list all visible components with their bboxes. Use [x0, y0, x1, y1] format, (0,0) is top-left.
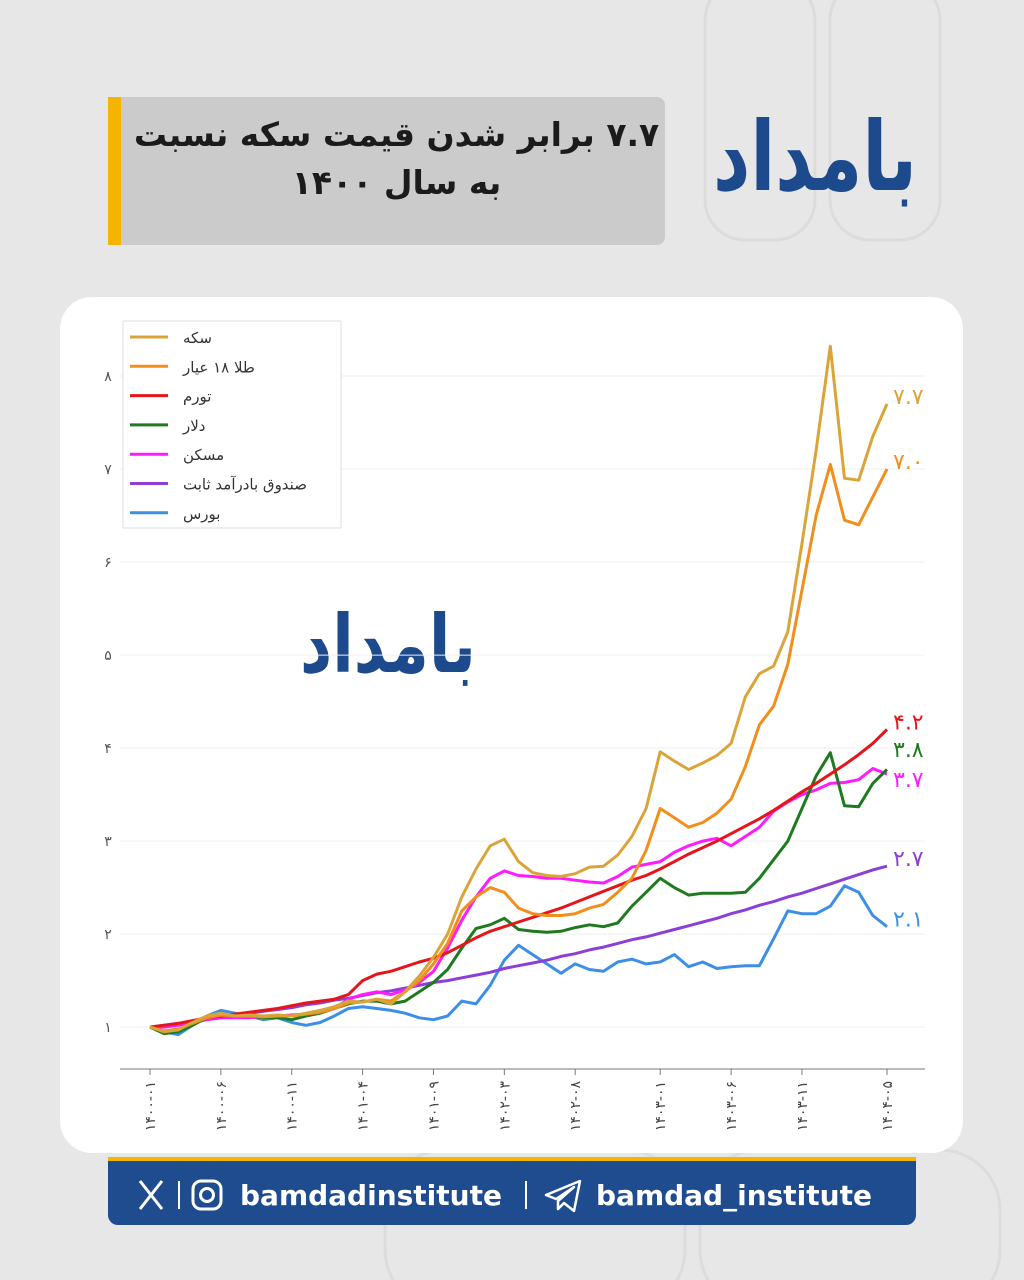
series-line [149, 344, 889, 1034]
data-label: ۳.۷ [893, 768, 924, 793]
x-tick-label: ۱۴۰۳-۰۱ [653, 1081, 669, 1131]
legend: سکه طلا ۱۸ عیار تورم دلار مسکن صندوق بادرآمد … [122, 320, 342, 529]
title-line: به سال ۱۴۰۰ [291, 163, 502, 202]
series-line [149, 728, 889, 1029]
y-tick-label: ۲ [104, 927, 112, 943]
legend-label: دلار [182, 417, 205, 435]
telegram-icon [544, 1179, 582, 1213]
title-accent [108, 97, 121, 245]
legend-label: تورم [183, 388, 211, 406]
footer-content: bamdadinstitute bamdad_institute [138, 1179, 872, 1213]
y-tick-label: ۷ [104, 462, 112, 478]
x-tick-label: ۱۴۰۱-۰۹ [426, 1081, 442, 1131]
watermark: بامداد [300, 598, 476, 691]
telegram-handle: bamdad_institute [596, 1179, 872, 1212]
chart-card: بامداد ۱ ۲ ۳ ۴ ۵ ۶ ۷ ۸ ۱۴۰۰-۰۱ ۱۴۰۰-۰۶ ۱۴۰۰-۱۱ ۱۴۰۱… [60, 297, 963, 1153]
instagram-handle: bamdadinstitute [240, 1179, 502, 1212]
x-tick-label: ۱۴۰۳-۱۱ [795, 1081, 811, 1131]
x-tick-label: ۱۴۰۲-۰۳ [497, 1081, 513, 1132]
x-tick-label: ۱۴۰۰-۰۱ [143, 1081, 159, 1131]
series-line [149, 751, 889, 1036]
y-tick-label: ۶ [104, 555, 112, 571]
footer: bamdadinstitute bamdad_institute [108, 1157, 916, 1225]
data-label: ۷.۷ [893, 385, 924, 410]
x-tick-label: ۱۴۰۰-۰۶ [214, 1081, 230, 1131]
legend-label: طلا ۱۸ عیار [182, 358, 255, 376]
x-tick-label: ۱۴۰۱-۰۴ [356, 1081, 372, 1131]
y-tick-label: ۵ [104, 648, 112, 664]
x-tick-label: ۱۴۰۳-۰۶ [724, 1081, 740, 1131]
legend-label: صندوق بادرآمد ثابت [183, 476, 307, 494]
x-icon [138, 1180, 164, 1210]
x-tick-label: ۱۴۰۴-۰۵ [880, 1081, 896, 1131]
y-tick-label: ۳ [104, 834, 112, 850]
data-label: ۴.۲ [893, 710, 924, 735]
logo-text: بامداد [713, 101, 917, 213]
legend-label: بورس [183, 505, 220, 523]
x-tick-label: ۱۴۰۲-۰۸ [568, 1081, 584, 1132]
title-line: ۷.۷ برابر شدن قیمت سکه نسبت [133, 115, 660, 154]
legend-label: سکه [183, 329, 212, 347]
chart: بامداد ۱ ۲ ۳ ۴ ۵ ۶ ۷ ۸ ۱۴۰۰-۰۱ ۱۴۰۰-۰۶ ۱۴۰۰-۱۱ ۱۴۰۱… [104, 320, 925, 1132]
y-tick-label: ۱ [104, 1020, 112, 1036]
logo: بامداد [713, 101, 917, 213]
data-label: ۲.۱ [893, 908, 924, 933]
data-label: ۳.۸ [893, 738, 924, 763]
legend-label: مسکن [183, 446, 224, 464]
y-tick-label: ۴ [104, 741, 112, 757]
data-label: ۷.۰ [893, 450, 924, 475]
title-box: ۷.۷ برابر شدن قیمت سکه نسبت به سال ۱۴۰۰ [108, 97, 665, 245]
x-tick-label: ۱۴۰۰-۱۱ [285, 1081, 301, 1131]
y-tick-label: ۸ [104, 369, 112, 385]
instagram-icon [191, 1179, 223, 1211]
data-label: ۲.۷ [893, 847, 924, 872]
